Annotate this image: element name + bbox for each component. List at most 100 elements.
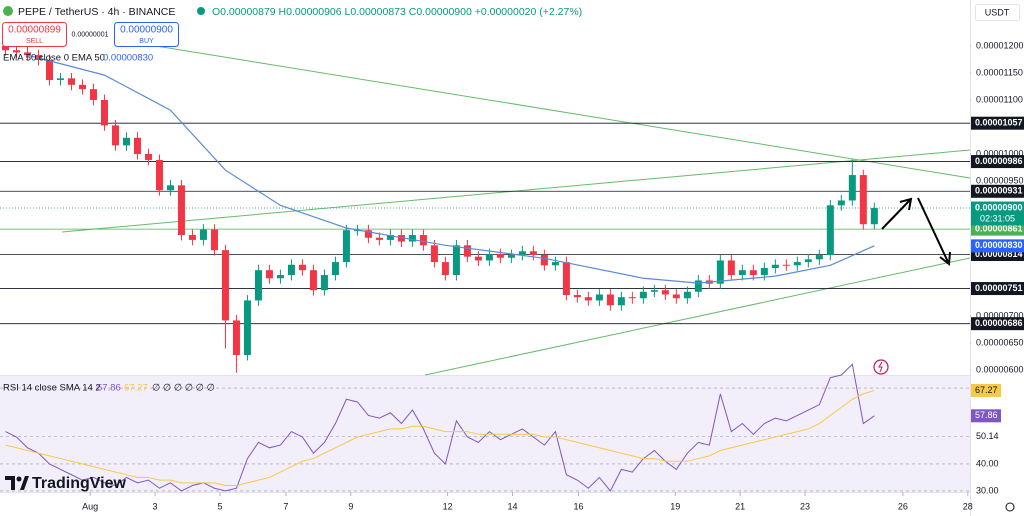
- candle-body: [232, 320, 240, 356]
- rsi-tick-label: 40.00: [976, 458, 999, 468]
- candle-body: [56, 78, 64, 80]
- y-tick-label: 0.00000700: [976, 310, 1024, 320]
- candle-body: [518, 251, 526, 256]
- candle-body: [298, 264, 306, 271]
- candle-body: [749, 270, 757, 276]
- candle-body: [507, 255, 515, 258]
- candle-body: [309, 270, 317, 291]
- buy-price: 0.00000900: [120, 25, 173, 36]
- x-tick-label: 19: [670, 501, 680, 511]
- candle-body: [419, 235, 427, 246]
- rsi-tick-label: 50.14: [976, 431, 999, 441]
- candle-body: [133, 137, 141, 154]
- candle-body: [716, 260, 724, 284]
- candle-body: [78, 84, 86, 90]
- candle-body: [727, 260, 735, 276]
- candle-body: [672, 294, 680, 299]
- x-tick-label: 3: [153, 501, 158, 511]
- watermark-logo: [5, 476, 29, 490]
- candle-body: [287, 264, 295, 276]
- candle-body: [529, 251, 537, 256]
- candle-body: [254, 270, 262, 301]
- candle-body: [683, 291, 691, 299]
- candle-body: [452, 245, 460, 276]
- candle-body: [67, 78, 75, 85]
- candle-body: [1, 45, 9, 51]
- candle-body: [342, 230, 350, 263]
- candle-body: [265, 270, 273, 279]
- candle-body: [441, 262, 449, 276]
- candle-body: [408, 235, 416, 242]
- candle-body: [364, 230, 372, 238]
- y-tick-label: 0.00000600: [976, 365, 1024, 375]
- candle-body: [595, 294, 603, 301]
- x-tick-label: 7: [283, 501, 288, 511]
- candle-body: [782, 264, 790, 266]
- candle-body: [144, 153, 152, 160]
- rsi-tag-label: 67.27: [975, 385, 998, 395]
- x-tick-label: 12: [443, 501, 453, 511]
- candle-body: [375, 237, 383, 240]
- candle-body: [661, 290, 669, 295]
- settings-icon[interactable]: [1005, 502, 1015, 512]
- level-tag: [971, 184, 1024, 198]
- candle-body: [694, 280, 702, 292]
- level-tag-label: 0.00000751: [975, 283, 1023, 293]
- candle-body: [100, 99, 108, 126]
- buy-button[interactable]: [114, 22, 179, 47]
- rsi-legend: RSI 14 close SMA 14 2: [3, 383, 101, 394]
- rsi-tick-label: 30.00: [976, 485, 999, 495]
- trend-line: [149, 44, 971, 179]
- x-tick-label: Aug: [82, 501, 98, 511]
- candle-body: [793, 262, 801, 266]
- candle-body: [331, 262, 339, 276]
- x-tick-label: 9: [348, 501, 353, 511]
- candle-body: [199, 229, 207, 240]
- candle-body: [386, 235, 394, 240]
- x-tick-label: 21: [735, 501, 745, 511]
- rsi-legend-extra: ∅ ∅ ∅ ∅ ∅ ∅: [152, 383, 215, 394]
- ema-legend-value: 0.00000830: [103, 53, 153, 64]
- x-tick-label: 23: [800, 501, 810, 511]
- sell-button[interactable]: [2, 22, 67, 47]
- level-tag: [971, 222, 1024, 236]
- rsi-line: [5, 389, 875, 487]
- candle-body: [496, 253, 504, 258]
- rsi-legend-value: 57.86: [97, 383, 121, 394]
- candle-body: [617, 297, 625, 306]
- level-tag-label: 0.00000986: [975, 156, 1023, 166]
- candle-body: [771, 264, 779, 269]
- candle-body: [155, 159, 163, 191]
- y-tick-label: 0.00001150: [976, 67, 1023, 77]
- alert-icon[interactable]: [873, 359, 889, 375]
- candle-body: [188, 235, 196, 240]
- candle-body: [89, 89, 97, 100]
- currency: USDT: [985, 7, 1010, 17]
- candle-body: [804, 259, 812, 263]
- sell-label: SELL: [26, 38, 43, 45]
- ohlc-values: O0.00000879 H0.00000906 L0.00000873 C0.0…: [212, 6, 582, 18]
- candle-body: [320, 275, 328, 291]
- candle-body: [23, 52, 31, 56]
- x-tick-label: 16: [573, 501, 583, 511]
- currency-button[interactable]: [975, 4, 1020, 21]
- candle-body: [628, 297, 636, 299]
- rsi-line: [5, 363, 875, 492]
- candle-body: [584, 297, 592, 301]
- candle-body: [870, 208, 878, 225]
- candle-body: [859, 175, 867, 225]
- last-price-label: 0.00000900: [975, 202, 1023, 212]
- ema-tag-label: 0.00000830: [975, 240, 1023, 250]
- candle-body: [738, 270, 746, 276]
- candle-body: [221, 250, 229, 321]
- alert-icon-bolt: [878, 361, 883, 373]
- buy-label: BUY: [139, 38, 154, 45]
- y-tick-label: 0.00001200: [976, 40, 1024, 50]
- ema-tag: [971, 239, 1024, 253]
- candle-body: [210, 229, 218, 251]
- candle-body: [540, 255, 548, 266]
- candle-body: [276, 275, 284, 279]
- candle-body: [837, 200, 845, 206]
- candle-body: [573, 295, 581, 298]
